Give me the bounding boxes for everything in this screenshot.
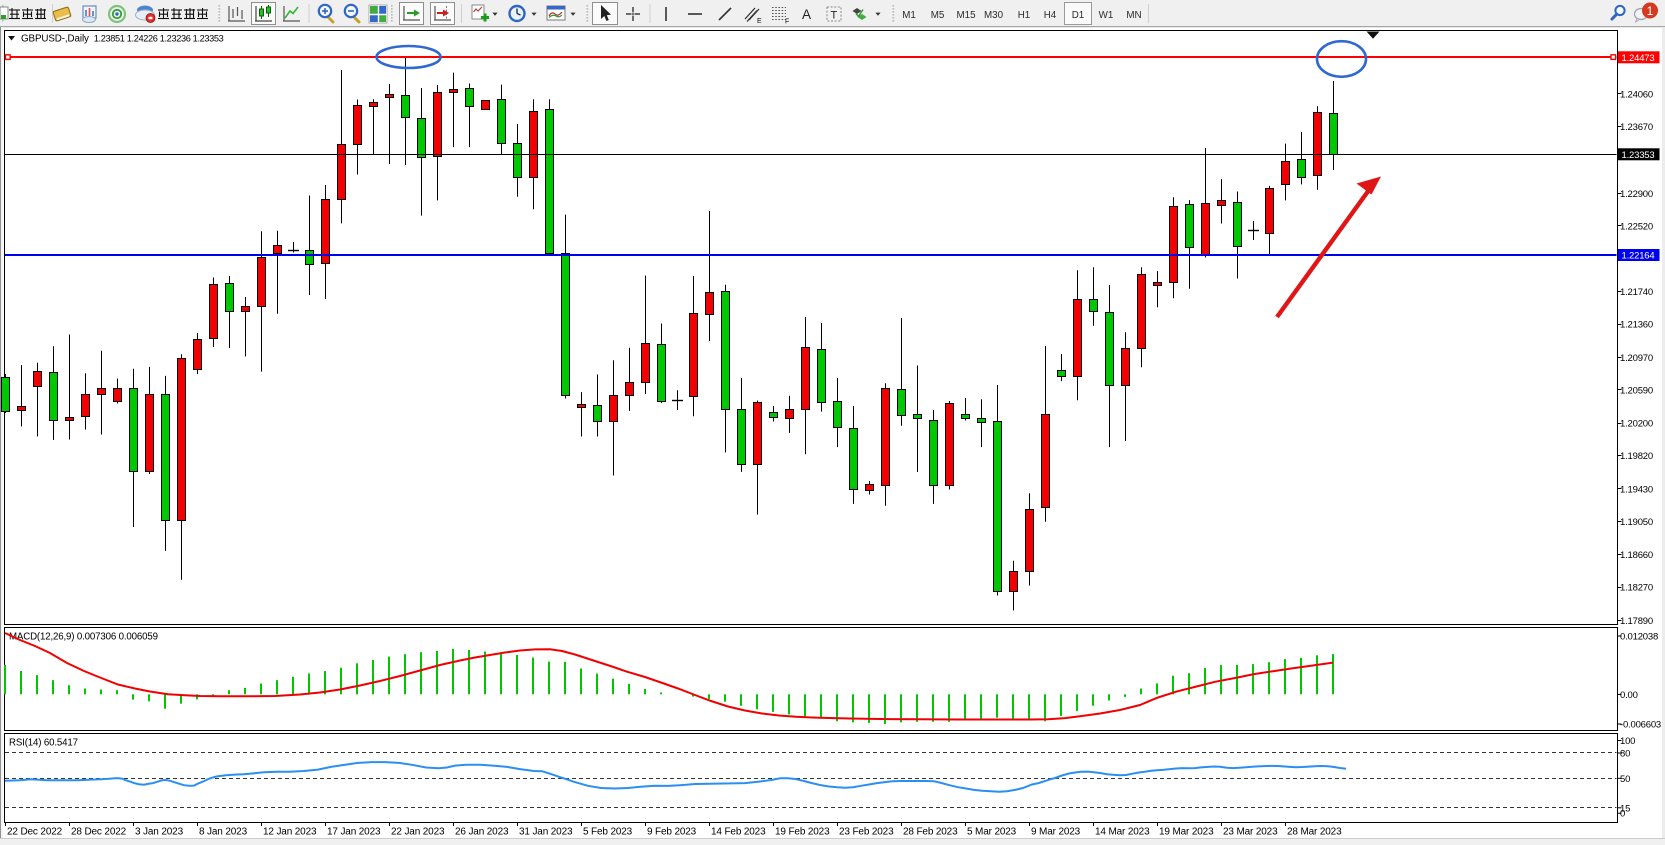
svg-text:M30: M30	[984, 10, 1004, 21]
svg-text:1.21740: 1.21740	[1620, 287, 1653, 298]
svg-text:M5: M5	[931, 10, 945, 21]
svg-text:1.20970: 1.20970	[1620, 353, 1653, 364]
svg-text:0: 0	[1620, 809, 1625, 820]
svg-text:28 Dec 2022: 28 Dec 2022	[71, 827, 127, 838]
svg-text:GBPUSD-,Daily: GBPUSD-,Daily	[21, 33, 89, 44]
svg-text:12 Jan 2023: 12 Jan 2023	[263, 827, 317, 838]
svg-text:19 Mar 2023: 19 Mar 2023	[1159, 827, 1214, 838]
svg-text:80: 80	[1620, 749, 1630, 760]
svg-text:0.00: 0.00	[1620, 690, 1638, 701]
svg-text:MN: MN	[1126, 10, 1141, 21]
svg-text:H1: H1	[1018, 10, 1031, 21]
svg-text:1.20590: 1.20590	[1620, 385, 1653, 396]
svg-text:1.17890: 1.17890	[1620, 616, 1653, 627]
svg-text:1.22900: 1.22900	[1620, 189, 1653, 200]
svg-text:1.24473: 1.24473	[1622, 53, 1655, 64]
svg-text:1.21360: 1.21360	[1620, 320, 1653, 331]
svg-text:F: F	[785, 19, 789, 26]
svg-text:1.18660: 1.18660	[1620, 550, 1653, 561]
svg-text:1.23670: 1.23670	[1620, 122, 1653, 133]
svg-text:1.22520: 1.22520	[1620, 221, 1653, 232]
svg-text:1.18270: 1.18270	[1620, 583, 1653, 594]
svg-text:19 Feb 2023: 19 Feb 2023	[775, 827, 830, 838]
svg-text:15: 15	[1620, 803, 1630, 814]
svg-text:-0.006603: -0.006603	[1620, 720, 1661, 731]
svg-text:1.24060: 1.24060	[1620, 89, 1653, 100]
svg-text:22 Dec 2022: 22 Dec 2022	[7, 827, 63, 838]
svg-text:1.19820: 1.19820	[1620, 451, 1653, 462]
svg-text:MACD(12,26,9) 0.007306 0.00605: MACD(12,26,9) 0.007306 0.006059	[9, 632, 158, 643]
svg-text:9 Mar 2023: 9 Mar 2023	[1031, 827, 1081, 838]
svg-text:0.012038: 0.012038	[1620, 632, 1658, 643]
svg-text:28 Feb 2023: 28 Feb 2023	[903, 827, 958, 838]
svg-text:1.23353: 1.23353	[1622, 150, 1655, 161]
svg-text:1.20200: 1.20200	[1620, 419, 1653, 430]
svg-text:23 Feb 2023: 23 Feb 2023	[839, 827, 894, 838]
svg-text:E: E	[757, 18, 762, 25]
svg-text:1.19430: 1.19430	[1620, 484, 1653, 495]
svg-text:M15: M15	[956, 10, 976, 21]
svg-text:17 Jan 2023: 17 Jan 2023	[327, 827, 381, 838]
svg-text:9 Feb 2023: 9 Feb 2023	[647, 827, 697, 838]
svg-text:14 Feb 2023: 14 Feb 2023	[711, 827, 766, 838]
svg-text:26 Jan 2023: 26 Jan 2023	[455, 827, 509, 838]
svg-text:100: 100	[1620, 736, 1635, 747]
svg-text:22 Jan 2023: 22 Jan 2023	[391, 827, 445, 838]
svg-text:5 Feb 2023: 5 Feb 2023	[583, 827, 633, 838]
svg-text:8 Jan 2023: 8 Jan 2023	[199, 827, 248, 838]
svg-text:1.22164: 1.22164	[1622, 251, 1655, 262]
svg-text:1.19050: 1.19050	[1620, 517, 1653, 528]
svg-text:A: A	[802, 7, 811, 22]
svg-text:3 Jan 2023: 3 Jan 2023	[135, 827, 184, 838]
svg-text:D1: D1	[1072, 10, 1085, 21]
svg-text:W1: W1	[1099, 10, 1114, 21]
svg-text:31 Jan 2023: 31 Jan 2023	[519, 827, 573, 838]
svg-text:50: 50	[1620, 774, 1630, 785]
svg-text:T: T	[831, 10, 838, 22]
svg-text:1: 1	[1647, 4, 1654, 18]
svg-text:M1: M1	[902, 10, 916, 21]
svg-text:5 Mar 2023: 5 Mar 2023	[967, 827, 1017, 838]
svg-text:14 Mar 2023: 14 Mar 2023	[1095, 827, 1150, 838]
svg-text:23 Mar 2023: 23 Mar 2023	[1223, 827, 1278, 838]
svg-text:H4: H4	[1044, 10, 1057, 21]
svg-text:RSI(14) 60.5417: RSI(14) 60.5417	[9, 738, 78, 749]
svg-text:28 Mar 2023: 28 Mar 2023	[1287, 827, 1342, 838]
svg-text:1.23851 1.24226 1.23236 1.2335: 1.23851 1.24226 1.23236 1.23353	[94, 33, 224, 43]
